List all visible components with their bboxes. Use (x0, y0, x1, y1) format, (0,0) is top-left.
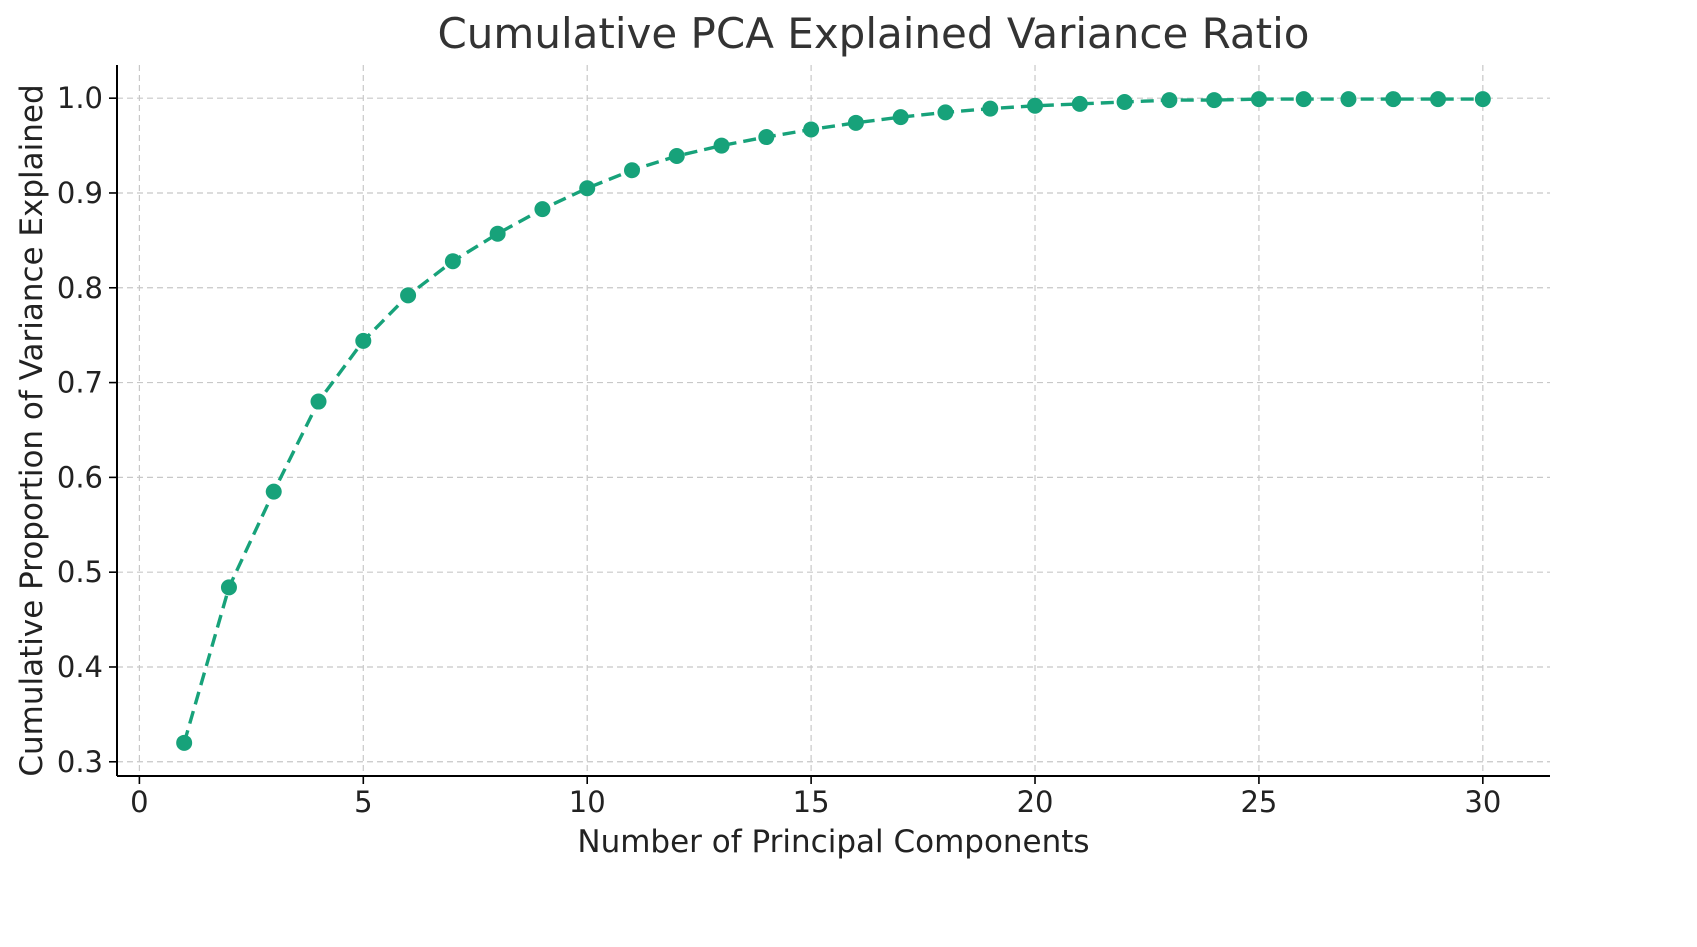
axes-layer (116, 65, 1550, 777)
x-tick-label: 25 (1240, 785, 1277, 819)
data-point (623, 162, 640, 179)
data-point (400, 287, 417, 304)
y-tick-label: 0.3 (57, 745, 103, 779)
x-tick-label: 10 (569, 785, 606, 819)
x-tick-label: 20 (1017, 785, 1054, 819)
x-tick-label: 30 (1464, 785, 1501, 819)
data-point (1340, 91, 1357, 108)
data-point (668, 148, 685, 165)
data-point (176, 734, 193, 751)
data-point (1250, 91, 1267, 108)
data-point (579, 180, 596, 197)
chart-title: Cumulative PCA Explained Variance Ratio (437, 9, 1309, 58)
data-point (220, 579, 237, 596)
y-tick-label: 0.7 (57, 366, 103, 400)
data-point (937, 104, 954, 121)
data-point (1071, 95, 1088, 112)
data-point (1116, 93, 1133, 110)
points-layer (176, 91, 1491, 751)
y-tick-label: 0.6 (57, 460, 103, 494)
data-point (1161, 92, 1178, 109)
data-point (1474, 91, 1491, 108)
data-point (534, 201, 551, 218)
data-point (310, 393, 327, 410)
data-point (803, 121, 820, 138)
y-tick-label: 0.4 (57, 650, 103, 684)
data-point (265, 483, 282, 500)
x-tick-label: 5 (354, 785, 372, 819)
data-point (1430, 91, 1447, 108)
x-tick-label: 0 (130, 785, 148, 819)
data-point (982, 100, 999, 117)
data-point (444, 253, 461, 270)
x-tick-label: 15 (793, 785, 830, 819)
data-point (489, 225, 506, 242)
data-point (713, 137, 730, 154)
data-point (1206, 92, 1223, 109)
y-axis-label: Cumulative Proportion of Variance Explai… (14, 84, 50, 776)
series-line (182, 97, 1483, 744)
grid-layer (117, 65, 1550, 776)
data-point (355, 332, 372, 349)
data-point (1295, 91, 1312, 108)
y-tick-label: 1.0 (57, 81, 103, 115)
data-point (758, 129, 775, 146)
x-axis-label: Number of Principal Components (577, 824, 1089, 860)
data-point (1385, 91, 1402, 108)
series-layer (182, 97, 1483, 744)
y-tick-label: 0.9 (57, 176, 103, 210)
data-point (892, 109, 909, 126)
data-point (847, 114, 864, 131)
data-point (1027, 97, 1044, 114)
ticks-layer: 0 5 10 15 20 25 30 0.3 0.4 0.5 0.6 0.7 0.8 0.9 1.0 (57, 81, 1501, 819)
y-tick-label: 0.8 (57, 271, 103, 305)
y-tick-label: 0.5 (57, 555, 103, 589)
